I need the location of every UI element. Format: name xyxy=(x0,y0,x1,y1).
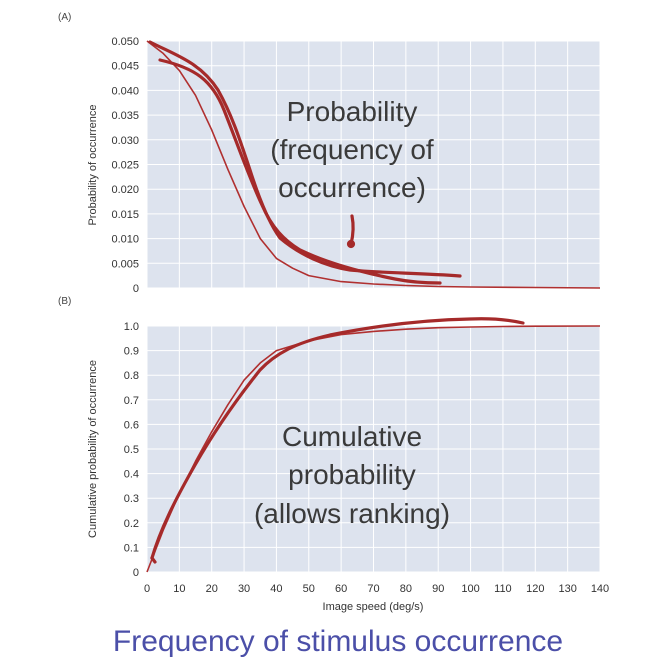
panel-b-y-tick-label: 0.8 xyxy=(124,370,139,382)
panel-b-y-tick-label: 0.2 xyxy=(124,518,139,530)
panel-b-x-tick-label: 60 xyxy=(335,583,347,595)
panel-b-y-tick-label: 0.6 xyxy=(124,419,139,431)
panel-b-y-tick-label: 0.5 xyxy=(124,444,139,456)
panel-b-y-tick-label: 0.4 xyxy=(124,469,139,481)
panel-b-annotation-line-3: (allows ranking) xyxy=(254,498,450,529)
panel-a-annotation-line-2: (frequency of xyxy=(270,134,434,165)
panel-a-y-tick-label: 0.020 xyxy=(111,184,139,196)
panel-a-y-tick-label: 0.045 xyxy=(111,61,139,73)
panel-b-x-tick-label: 110 xyxy=(494,583,512,595)
panel-a-y-tick-label: 0.030 xyxy=(111,135,139,147)
panel-a-y-tick-label: 0.025 xyxy=(111,160,139,172)
panel-a-y-axis-label: Probability of occurrence xyxy=(87,104,99,225)
panel-a-handdrawn-overlay xyxy=(148,40,462,285)
panel-a-y-tick-label: 0.005 xyxy=(111,258,139,270)
panel-b-x-tick-label: 80 xyxy=(400,583,412,595)
panel-b-x-tick-label: 140 xyxy=(591,583,609,595)
panel-a-y-tick-label: 0.015 xyxy=(111,209,139,221)
panel-b-x-tick-label: 90 xyxy=(432,583,444,595)
panel-b-x-axis-label: Image speed (deg/s) xyxy=(323,601,424,613)
panel-b-x-tick-label: 30 xyxy=(238,583,250,595)
panel-b-x-tick-label: 20 xyxy=(206,583,218,595)
panel-a-y-tick-label: 0.050 xyxy=(111,36,139,48)
panel-a-y-tick-label: 0.035 xyxy=(111,110,139,122)
panel-b-x-tick-label: 130 xyxy=(558,583,576,595)
panel-b-y-tick-label: 0.7 xyxy=(124,395,139,407)
panel-b-label: (B) xyxy=(58,296,71,307)
panel-b-annotation-line-2: probability xyxy=(288,459,416,490)
panel-b-x-tick-label: 100 xyxy=(461,583,479,595)
panel-b-y-axis-label: Cumulative probability of occurrence xyxy=(87,360,99,538)
panel-b-handdrawn-overlay xyxy=(150,317,525,564)
panel-b-x-tick-label: 50 xyxy=(303,583,315,595)
panel-b-x-tick-label: 70 xyxy=(367,583,379,595)
panel-b-x-tick-label: 120 xyxy=(526,583,544,595)
panel-a-y-tick-label: 0 xyxy=(133,283,139,295)
panel-a-y-tick-label: 0.040 xyxy=(111,85,139,97)
panel-b-y-tick-label: 0.3 xyxy=(124,493,139,505)
panel-b: 0 0.1 0.2 0.3 0.4 0.5 0.6 0.7 0.8 0.9 1.0 0 10 20 30 40… xyxy=(124,321,609,595)
panel-b-y-tick-label: 1.0 xyxy=(124,321,139,333)
panel-a-annotation-line-1: Probability xyxy=(287,96,418,127)
panel-b-y-tick-label: 0.1 xyxy=(124,542,139,554)
panel-b-y-tick-label: 0.9 xyxy=(124,346,139,358)
panel-a-label: (A) xyxy=(58,12,71,23)
panel-a-data-line xyxy=(146,40,601,289)
panel-a-y-tick-label: 0.010 xyxy=(111,234,139,246)
panel-b-x-tick-label: 0 xyxy=(144,583,150,595)
slide-caption: Frequency of stimulus occurrence xyxy=(113,625,563,658)
panel-b-x-tick-label: 10 xyxy=(173,583,185,595)
panel-a: 0 0.005 0.010 0.015 0.020 0.025 0.030 0.035 0.04… xyxy=(111,36,601,295)
panel-b-y-tick-label: 0 xyxy=(133,567,139,579)
panel-b-x-tick-label: 40 xyxy=(270,583,282,595)
panel-a-annotation-line-3: occurrence) xyxy=(278,172,426,203)
panel-b-annotation-line-1: Cumulative xyxy=(282,421,422,452)
